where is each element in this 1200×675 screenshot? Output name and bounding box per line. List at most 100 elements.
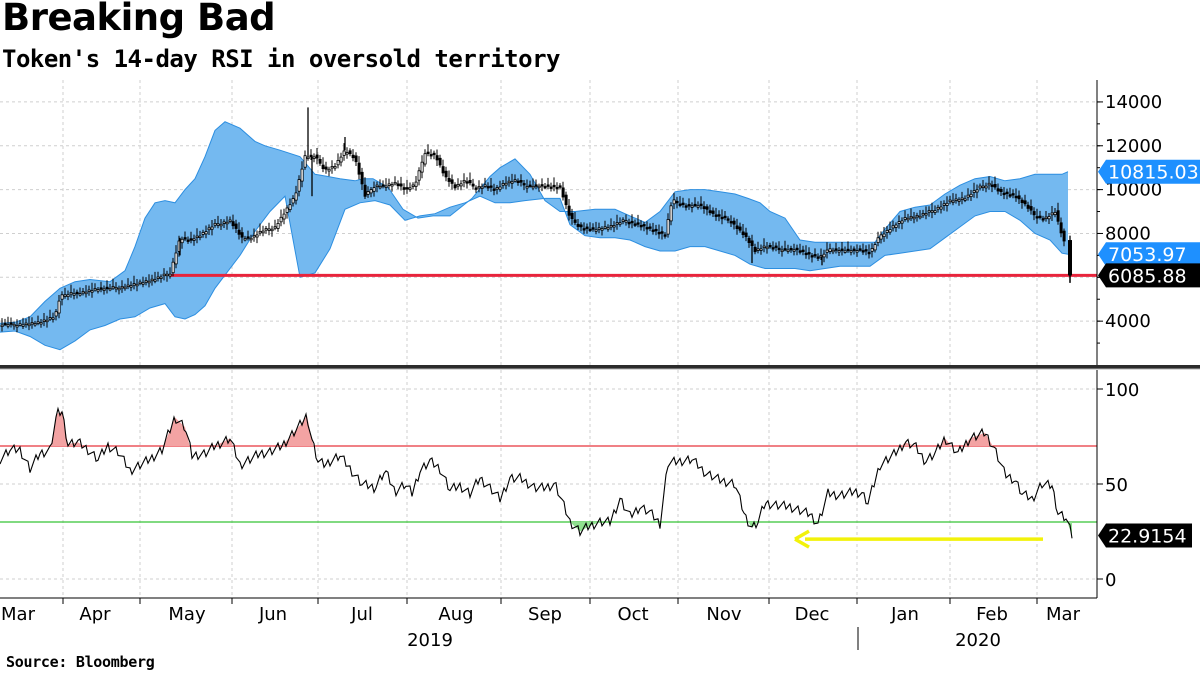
- candle-body: [12, 323, 16, 327]
- candle-body: [75, 291, 79, 295]
- candle-body: [255, 234, 259, 238]
- candlestick: [294, 185, 298, 205]
- candlestick: [450, 174, 454, 190]
- candle-body: [372, 187, 376, 192]
- candlestick: [291, 195, 295, 207]
- candlestick: [528, 180, 532, 188]
- candlestick: [252, 228, 256, 242]
- price-tag-last: 6085.88: [1098, 263, 1200, 288]
- candlestick: [687, 198, 691, 210]
- candle-body: [210, 226, 214, 230]
- candle-body: [846, 248, 850, 252]
- candle-body: [705, 206, 709, 210]
- candle-body: [420, 161, 424, 173]
- candlestick: [288, 198, 292, 213]
- candlestick: [735, 218, 739, 235]
- candle-body: [114, 286, 118, 290]
- candle-body: [369, 189, 373, 194]
- candlestick: [744, 227, 748, 242]
- candle-body: [483, 184, 487, 187]
- candlestick: [846, 241, 850, 253]
- candlestick: [966, 188, 970, 201]
- candlestick: [864, 245, 868, 256]
- candle-body: [924, 213, 928, 216]
- candlestick: [942, 200, 946, 211]
- candle-body: [594, 229, 598, 232]
- candlestick: [717, 210, 721, 222]
- rsi-y-tick-label: 50: [1105, 475, 1128, 496]
- candlestick: [678, 196, 682, 208]
- candlestick: [1005, 188, 1009, 200]
- candle-body: [687, 204, 691, 207]
- candle-body: [909, 215, 913, 219]
- candlestick: [1035, 208, 1039, 224]
- candlestick: [633, 219, 637, 227]
- candlestick: [858, 245, 862, 252]
- candlestick: [960, 191, 964, 205]
- candle-body: [1008, 194, 1012, 197]
- candlestick: [174, 245, 178, 269]
- candle-body: [195, 235, 199, 239]
- candle-body: [930, 210, 934, 213]
- candlestick: [861, 243, 865, 255]
- candlestick: [303, 150, 307, 170]
- candle-body: [249, 237, 253, 241]
- candle-body: [795, 247, 799, 251]
- candle-body: [528, 184, 532, 187]
- candle-body: [141, 282, 145, 285]
- candle-body: [609, 225, 613, 228]
- source-note: Source: Bloomberg: [6, 653, 155, 671]
- price-y-tick-label: 10000: [1105, 180, 1162, 201]
- candle-body: [600, 228, 604, 231]
- candlestick: [219, 219, 223, 230]
- price-y-tick-label: 4000: [1105, 311, 1151, 332]
- candlestick: [489, 178, 493, 192]
- candlestick: [996, 183, 1000, 195]
- candle-body: [288, 204, 292, 210]
- candle-body: [192, 238, 196, 241]
- candlestick: [159, 274, 163, 283]
- candlestick: [777, 241, 781, 254]
- candle-body: [357, 162, 361, 175]
- candlestick: [933, 205, 937, 215]
- candle-body: [429, 154, 433, 157]
- candle-body: [462, 179, 466, 183]
- price-y-tick-label: 12000: [1105, 136, 1162, 157]
- candle-body: [501, 183, 505, 186]
- candle-body: [9, 322, 13, 325]
- candlestick: [429, 149, 433, 160]
- candle-body: [858, 248, 862, 251]
- candle-body: [990, 184, 994, 187]
- candle-body: [189, 238, 193, 241]
- candle-body: [27, 323, 31, 327]
- candlestick: [558, 183, 562, 190]
- candlestick: [897, 215, 901, 229]
- candlestick: [630, 214, 634, 229]
- candlestick: [825, 242, 829, 259]
- candle-body: [348, 150, 352, 155]
- candlestick: [780, 245, 784, 257]
- candle-body: [60, 294, 64, 300]
- candlestick: [657, 224, 661, 239]
- candlestick: [453, 182, 457, 191]
- candle-body: [510, 181, 514, 184]
- price-tag-upper-band-label: 10815.03: [1108, 162, 1199, 184]
- candle-body: [825, 249, 829, 253]
- candlestick: [1017, 190, 1021, 204]
- candlestick: [45, 315, 49, 328]
- candle-body: [474, 187, 478, 190]
- candlestick: [81, 288, 85, 296]
- candle-body: [816, 256, 820, 259]
- candle-body: [123, 286, 127, 290]
- candlestick: [879, 231, 883, 244]
- candle-body: [618, 222, 622, 225]
- candlestick: [468, 172, 472, 186]
- candle-body: [1041, 218, 1045, 221]
- candle-body: [426, 151, 430, 155]
- candle-body: [807, 252, 811, 255]
- candle-body: [24, 322, 28, 326]
- candlestick: [420, 155, 424, 179]
- candlestick: [567, 199, 571, 221]
- candle-body: [903, 217, 907, 220]
- candlestick: [408, 182, 412, 192]
